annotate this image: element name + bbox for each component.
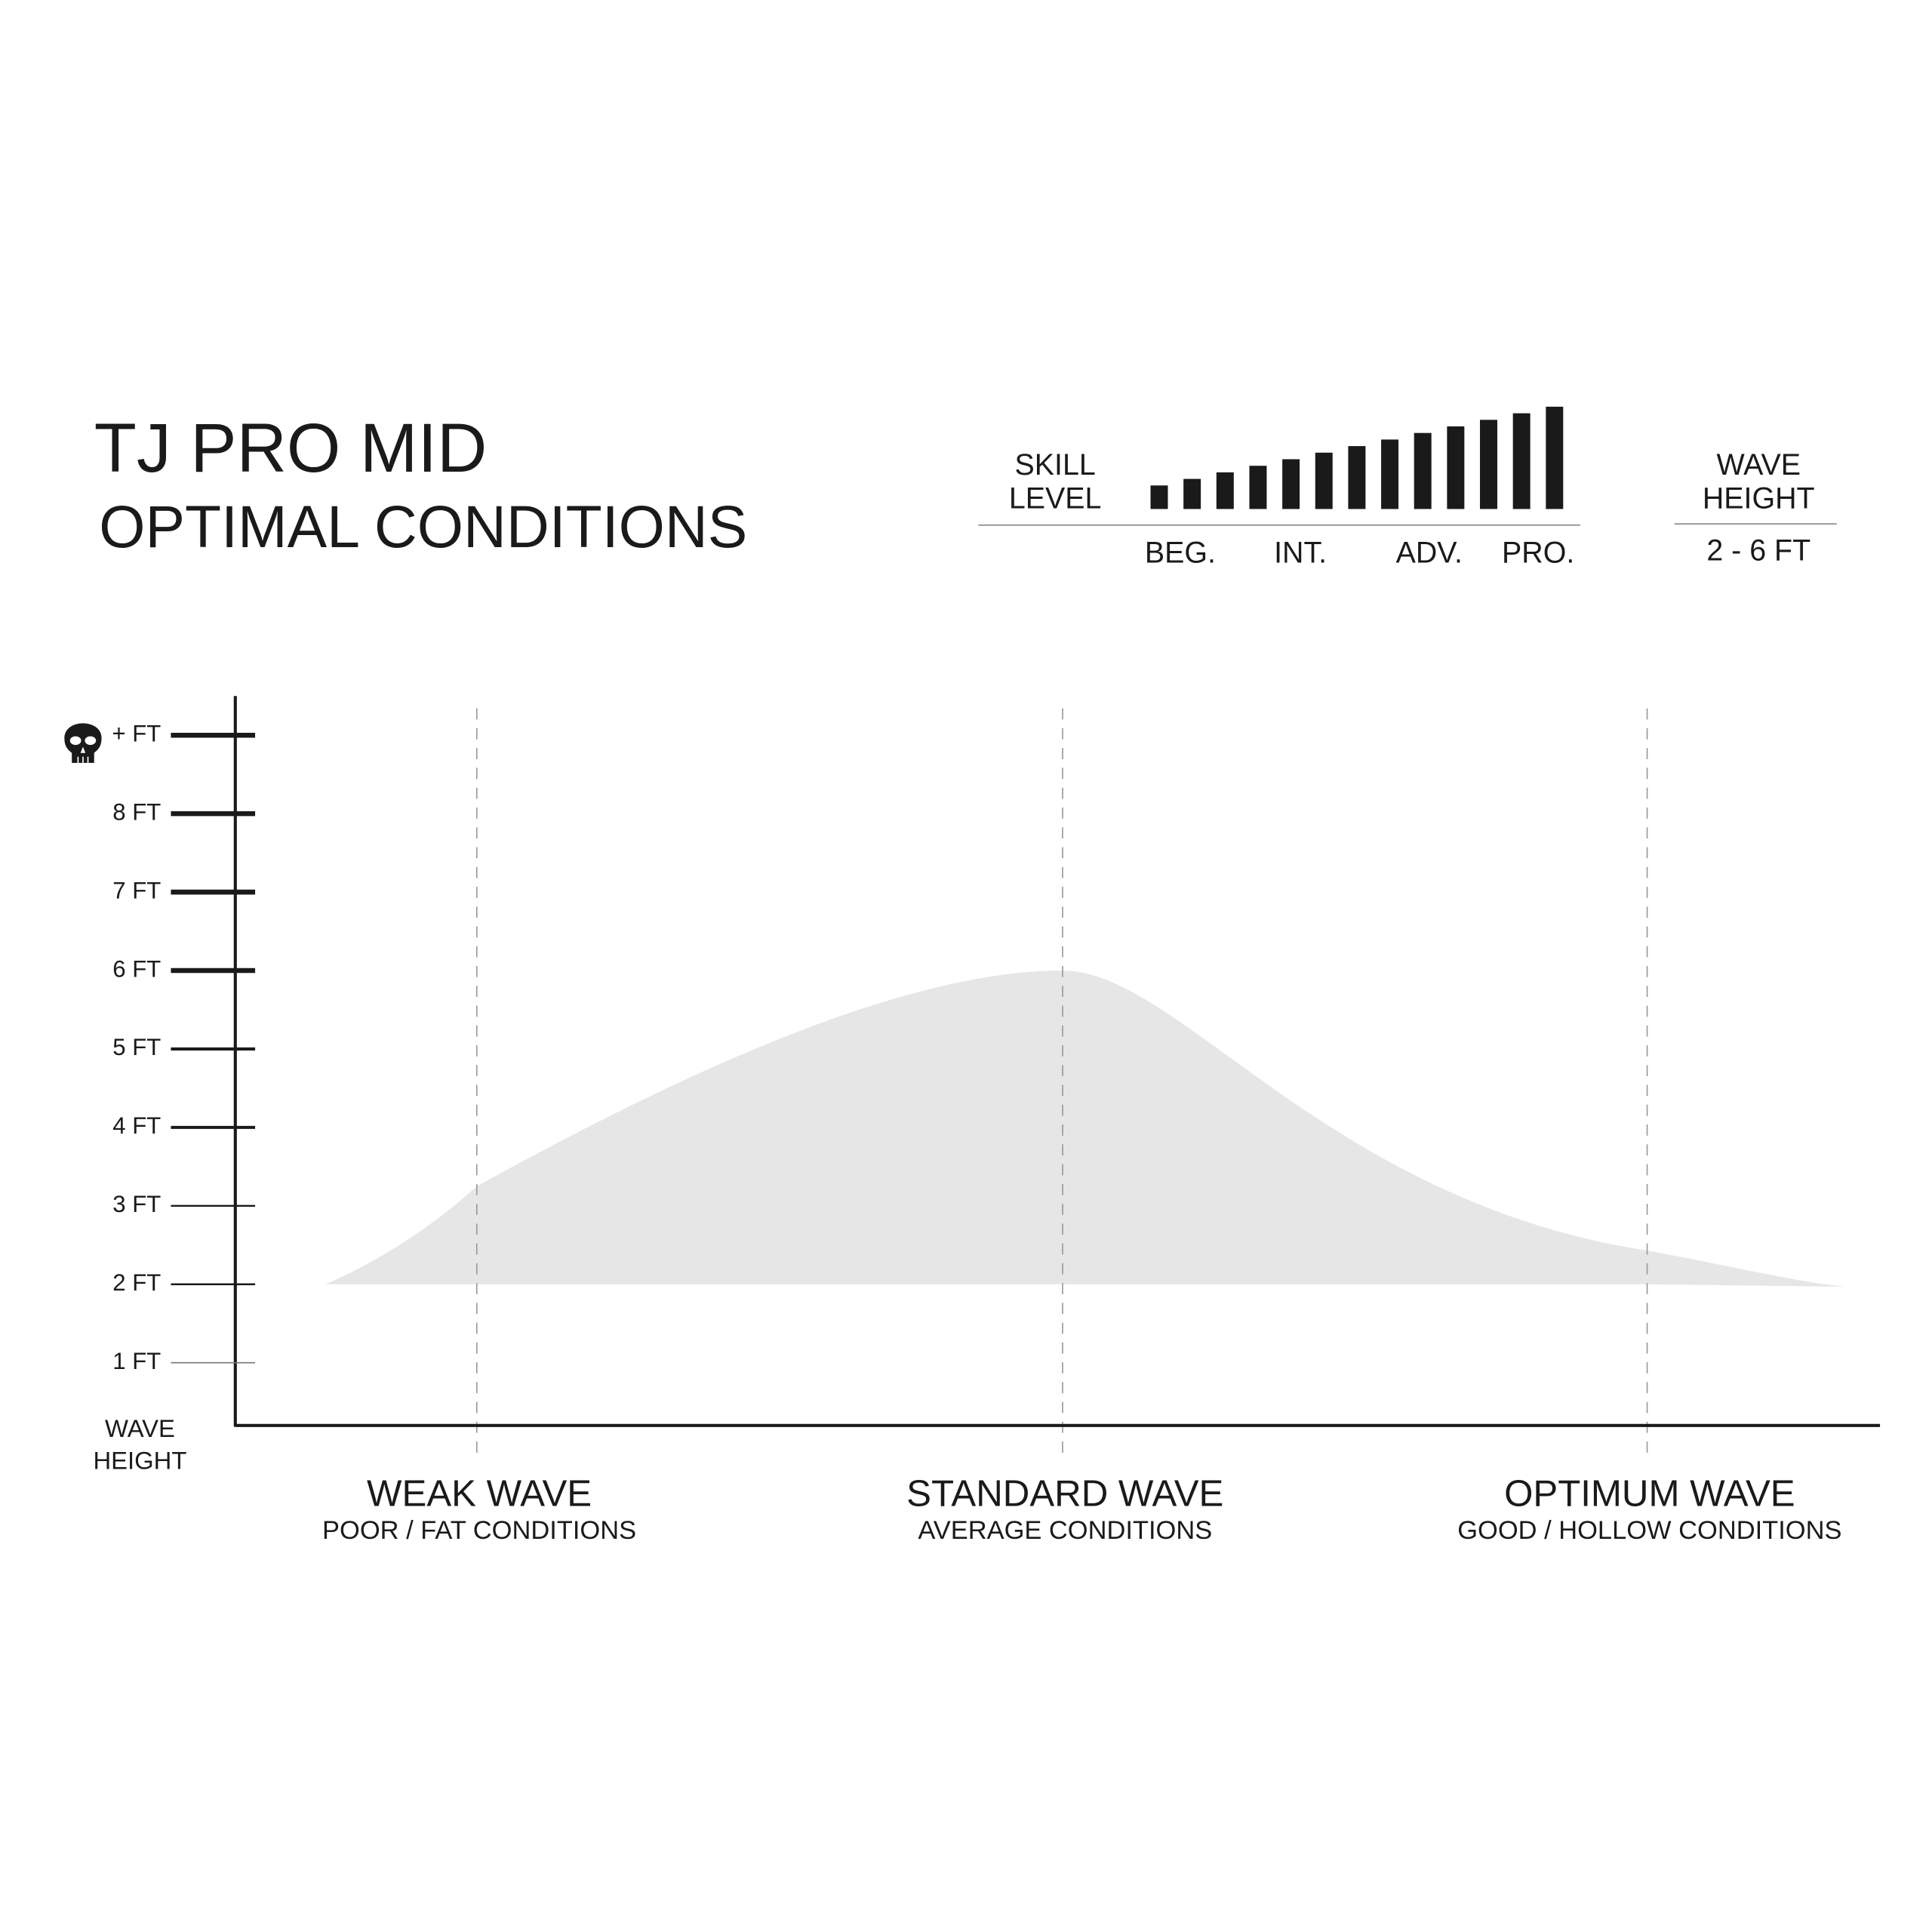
wave-height-label: WAVE — [1716, 448, 1801, 481]
y-tick-label: 8 FT — [112, 798, 161, 825]
skill-label: SKILL — [1015, 448, 1096, 481]
skill-bar — [1381, 439, 1399, 509]
skill-bar — [1183, 478, 1201, 509]
skill-bar — [1315, 452, 1333, 509]
wave-height-range: 2 - 6 FT — [1706, 534, 1810, 567]
area-taper — [1647, 1251, 1846, 1287]
skill-bar — [1216, 472, 1234, 509]
y-axis-title: WAVE — [105, 1414, 175, 1442]
x-category-note: POOR / FAT CONDITIONS — [322, 1516, 636, 1545]
subtitle: OPTIMAL CONDITIONS — [99, 494, 747, 560]
skill-bars — [1150, 406, 1564, 509]
skill-bar — [1282, 459, 1300, 509]
skill-bar — [1546, 406, 1564, 509]
skill-level: INT. — [1274, 537, 1327, 570]
skill-bar — [1348, 446, 1366, 509]
x-category-label: STANDARD WAVE — [906, 1472, 1223, 1514]
skill-bar — [1249, 466, 1267, 509]
y-tick-label: 2 FT — [112, 1269, 161, 1296]
title: TJ PRO MID — [94, 410, 488, 487]
x-category-note: GOOD / HOLLOW CONDITIONS — [1457, 1516, 1841, 1545]
y-tick-label: 3 FT — [112, 1191, 161, 1217]
x-category-label: WEAK WAVE — [367, 1472, 592, 1514]
skull-icon — [64, 723, 102, 763]
skill-label: LEVEL — [1009, 481, 1102, 515]
skill-level: PRO. — [1502, 537, 1574, 570]
area-taper — [325, 1186, 477, 1284]
y-tick-label: 7 FT — [112, 877, 161, 903]
wave-height-label: HEIGHT — [1703, 481, 1815, 515]
skill-bar — [1480, 420, 1497, 509]
x-category-note: AVERAGE CONDITIONS — [918, 1516, 1212, 1545]
y-tick-label: + FT — [112, 720, 161, 746]
skill-bar — [1447, 426, 1465, 509]
skill-level: ADV. — [1396, 537, 1463, 570]
skill-level: BEG. — [1145, 537, 1216, 570]
y-tick-label: 5 FT — [112, 1034, 161, 1060]
skill-bar — [1512, 413, 1531, 509]
y-tick-label: 1 FT — [112, 1348, 161, 1374]
y-tick-label: 4 FT — [112, 1112, 161, 1139]
y-axis-title: HEIGHT — [93, 1447, 186, 1475]
skill-bar — [1150, 485, 1168, 509]
y-tick-label: 6 FT — [112, 955, 161, 982]
x-category-label: OPTIMUM WAVE — [1504, 1472, 1795, 1514]
skill-bar — [1414, 432, 1432, 509]
